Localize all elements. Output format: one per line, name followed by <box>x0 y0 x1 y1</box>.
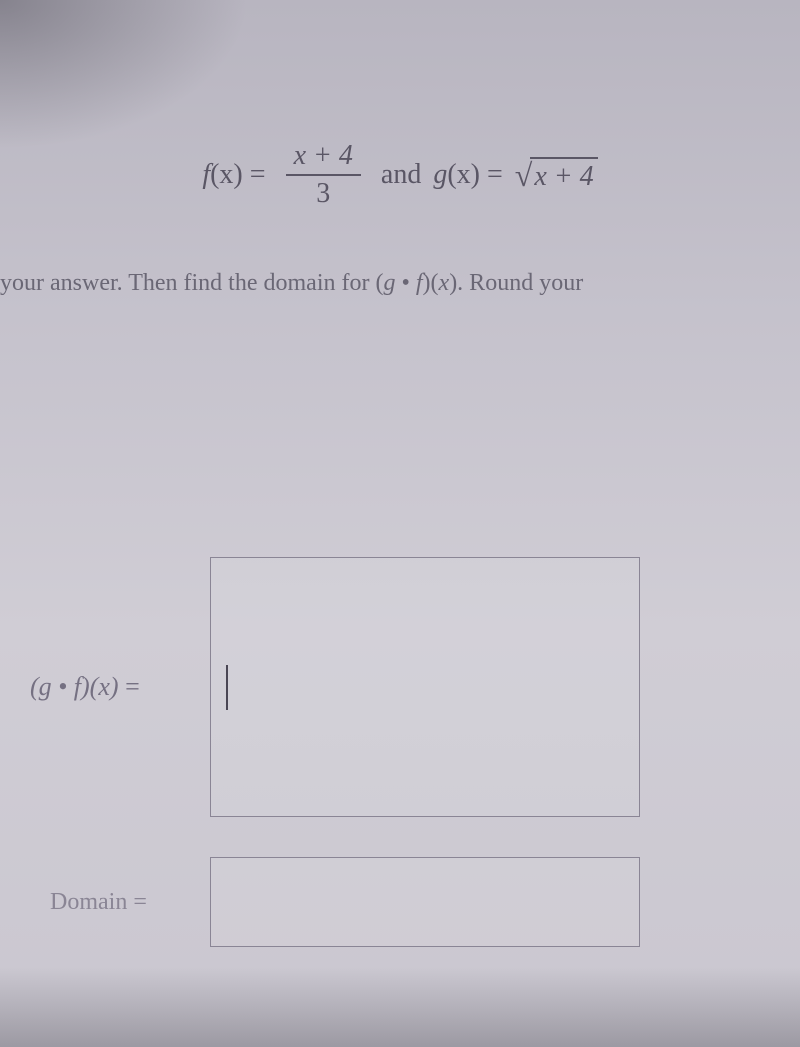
domain-text: Domain <box>50 889 127 915</box>
gf-close-paren: )( <box>81 672 98 701</box>
fraction: x + 4 3 <box>286 140 361 210</box>
g-label: g <box>433 159 447 190</box>
equation-definition: f(x) = x + 4 3 and g(x) = √ x + 4 <box>0 140 800 210</box>
gf-input[interactable] <box>210 557 640 817</box>
and-text: and <box>381 159 421 191</box>
fraction-numerator: x + 4 <box>286 140 361 176</box>
square-root: √ x + 4 <box>515 157 598 194</box>
text-cursor <box>226 665 228 710</box>
gf-end: ) <box>110 672 119 701</box>
instruction-close: ). Round your <box>449 270 583 296</box>
instruction-suffix-paren: )( <box>423 270 439 296</box>
equals-2: = <box>480 159 503 190</box>
instruction-g: g <box>383 270 395 296</box>
gf-x: x <box>98 672 110 701</box>
domain-label: Domain = <box>20 889 210 916</box>
instruction-prefix: your answer. Then find the domain for ( <box>0 270 383 296</box>
domain-answer-row: Domain = <box>20 857 800 947</box>
instruction-dot: • <box>395 270 415 296</box>
sqrt-content: x + 4 <box>530 157 597 193</box>
gf-label: (g • f)(x) = <box>20 672 210 702</box>
f-arg: (x) <box>210 159 243 190</box>
gf-f: f <box>74 672 81 701</box>
gf-answer-row: (g • f)(x) = <box>20 557 800 817</box>
fraction-denominator: 3 <box>316 176 330 210</box>
instruction-x: x <box>439 270 450 296</box>
gf-open: ( <box>30 672 39 701</box>
f-label: f <box>202 159 210 190</box>
answer-section: (g • f)(x) = Domain = <box>0 557 800 947</box>
instruction-text: your answer. Then find the domain for (g… <box>0 270 800 297</box>
gf-dot: • <box>52 672 74 701</box>
gf-g: g <box>39 672 52 701</box>
domain-input[interactable] <box>210 857 640 947</box>
g-arg: (x) <box>447 159 480 190</box>
equals-1: = <box>243 159 266 190</box>
page-content: f(x) = x + 4 3 and g(x) = √ x + 4 your a… <box>0 0 800 1027</box>
domain-equals: = <box>127 889 147 915</box>
f-function: f(x) = <box>202 159 265 191</box>
gf-equals: = <box>119 672 140 701</box>
instruction-f: f <box>416 270 423 296</box>
g-function: g(x) = <box>433 159 502 191</box>
